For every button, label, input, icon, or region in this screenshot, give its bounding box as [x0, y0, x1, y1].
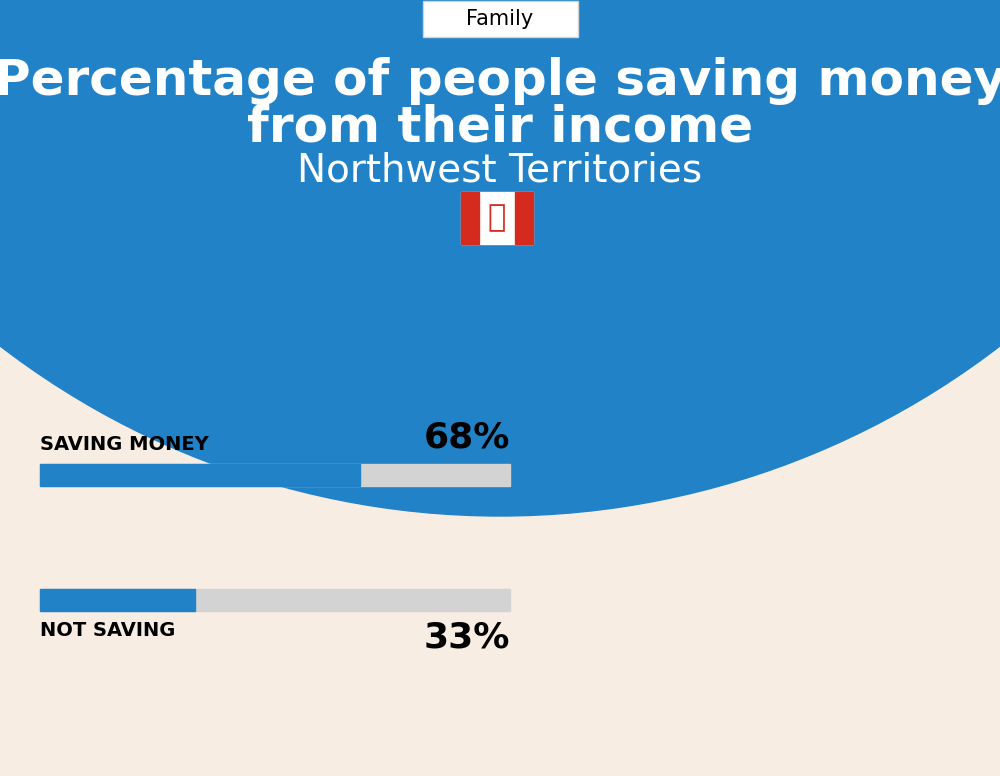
Text: SAVING MONEY: SAVING MONEY — [40, 435, 209, 454]
Bar — [461, 192, 479, 244]
FancyBboxPatch shape — [422, 1, 578, 37]
Text: 🍁: 🍁 — [488, 203, 506, 233]
Bar — [40, 464, 360, 486]
Text: from their income: from their income — [247, 104, 753, 152]
Bar — [515, 192, 533, 244]
Text: Percentage of people saving money: Percentage of people saving money — [0, 57, 1000, 105]
Text: NOT SAVING: NOT SAVING — [40, 621, 175, 640]
Circle shape — [0, 0, 1000, 516]
Text: 33%: 33% — [424, 621, 510, 655]
Bar — [461, 192, 533, 244]
Bar — [40, 589, 510, 611]
Text: Family: Family — [466, 9, 534, 29]
Bar — [40, 464, 510, 486]
Text: 68%: 68% — [424, 420, 510, 454]
Bar — [40, 589, 195, 611]
Text: Northwest Territories: Northwest Territories — [297, 152, 703, 190]
